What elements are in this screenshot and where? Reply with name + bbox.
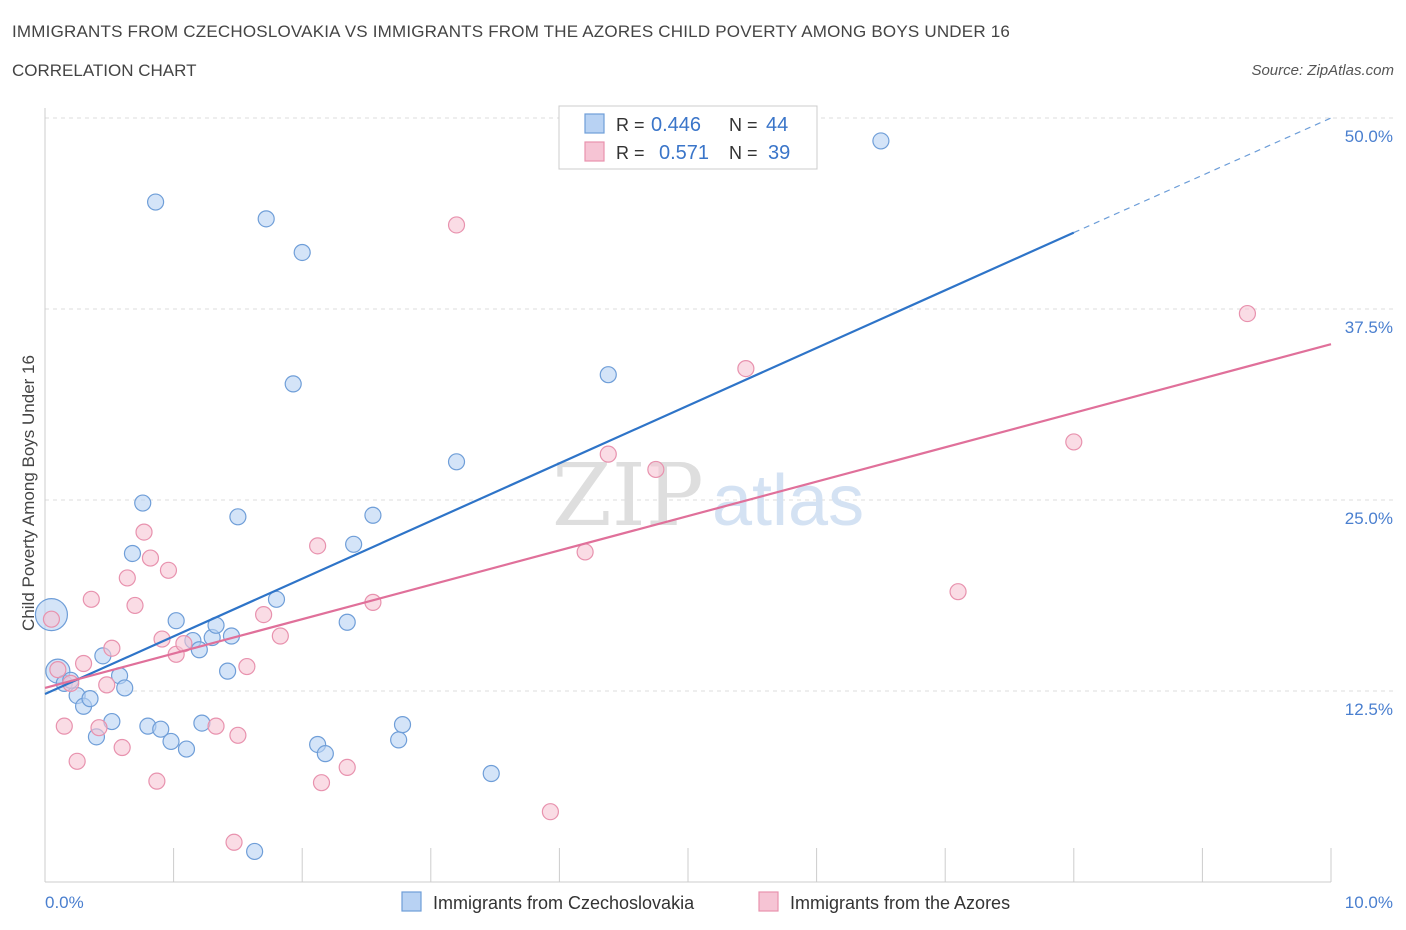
y-axis-label: Child Poverty Among Boys Under 16 bbox=[19, 355, 38, 631]
bottom-legend-label-pink: Immigrants from the Azores bbox=[790, 893, 1010, 913]
point-azores bbox=[1065, 433, 1083, 451]
point-czechoslovakia bbox=[81, 690, 99, 708]
legend-swatch-pink bbox=[584, 141, 605, 162]
point-czechoslovakia bbox=[872, 132, 890, 150]
point-czechoslovakia bbox=[599, 366, 617, 384]
point-azores bbox=[255, 605, 273, 624]
trend-lines bbox=[44, 117, 1332, 696]
point-czechoslovakia bbox=[162, 732, 180, 751]
point-azores bbox=[113, 738, 131, 757]
point-czechoslovakia bbox=[338, 613, 356, 631]
point-azores bbox=[118, 569, 136, 587]
legend-n-value-1: 44 bbox=[766, 114, 788, 136]
point-czechoslovakia bbox=[229, 508, 247, 526]
point-czechoslovakia bbox=[146, 193, 165, 211]
point-azores bbox=[55, 717, 73, 735]
watermark: ZIP atlas bbox=[552, 446, 864, 546]
point-azores bbox=[576, 543, 594, 561]
point-czechoslovakia bbox=[293, 243, 311, 262]
point-czechoslovakia bbox=[193, 714, 211, 732]
point-czechoslovakia bbox=[284, 375, 302, 393]
point-azores bbox=[238, 657, 256, 676]
point-azores bbox=[148, 772, 166, 790]
point-azores bbox=[1238, 304, 1257, 323]
point-czechoslovakia bbox=[246, 842, 264, 861]
bottom-legend-swatch-pink bbox=[758, 891, 779, 912]
bottom-legend: Immigrants from Czechoslovakia Immigrant… bbox=[401, 891, 1010, 913]
point-azores bbox=[309, 537, 327, 555]
trend-line-czechoslovakia bbox=[44, 231, 1075, 696]
legend-r-value-2: 0.571 bbox=[659, 142, 709, 164]
bottom-legend-swatch-blue bbox=[401, 891, 422, 912]
point-azores bbox=[49, 661, 67, 679]
point-czechoslovakia bbox=[134, 494, 152, 512]
point-azores bbox=[126, 596, 144, 615]
x-tick-label-max: 10.0% bbox=[1345, 893, 1393, 912]
point-czechoslovakia bbox=[364, 506, 382, 524]
point-czechoslovakia bbox=[219, 662, 237, 680]
point-czechoslovakia bbox=[116, 679, 134, 697]
y-tick-label: 25.0% bbox=[1345, 509, 1393, 528]
point-azores bbox=[141, 549, 160, 567]
point-azores bbox=[312, 774, 331, 792]
point-azores bbox=[135, 523, 153, 541]
legend-n-label-1: N = bbox=[729, 115, 758, 135]
point-czechoslovakia bbox=[482, 764, 500, 783]
point-azores bbox=[737, 359, 755, 378]
point-azores bbox=[229, 726, 247, 744]
point-azores bbox=[98, 676, 116, 694]
legend-n-label-2: N = bbox=[729, 143, 758, 163]
point-czechoslovakia bbox=[447, 453, 466, 471]
point-azores bbox=[207, 717, 225, 735]
watermark-zip: ZIP bbox=[552, 446, 704, 546]
legend-r-value-1: 0.446 bbox=[651, 114, 701, 136]
point-czechoslovakia bbox=[152, 720, 170, 738]
legend-swatch-blue bbox=[584, 113, 605, 134]
point-azores bbox=[42, 610, 61, 628]
bottom-legend-label-blue: Immigrants from Czechoslovakia bbox=[433, 893, 695, 913]
legend-box: R = 0.446 N = 44 R = 0.571 N = 39 bbox=[558, 105, 818, 170]
point-azores bbox=[74, 654, 93, 673]
data-points bbox=[34, 132, 1257, 861]
y-tick-label: 37.5% bbox=[1345, 318, 1393, 337]
trend-line-azores bbox=[44, 343, 1332, 690]
point-czechoslovakia bbox=[316, 745, 334, 763]
point-azores bbox=[647, 460, 665, 479]
point-azores bbox=[949, 583, 967, 601]
y-tick-label: 50.0% bbox=[1345, 127, 1393, 146]
point-czechoslovakia bbox=[177, 740, 196, 758]
point-azores bbox=[447, 216, 466, 234]
legend-r-label-2: R = bbox=[616, 143, 645, 163]
tick-labels: 12.5% 25.0% 37.5% 50.0% 0.0% 10.0% bbox=[45, 127, 1393, 912]
point-czechoslovakia bbox=[123, 544, 142, 563]
point-azores bbox=[338, 758, 356, 777]
point-czechoslovakia bbox=[257, 210, 275, 228]
point-czechoslovakia bbox=[345, 535, 363, 553]
point-azores bbox=[68, 752, 86, 770]
point-czechoslovakia bbox=[390, 731, 408, 749]
point-azores bbox=[225, 833, 243, 851]
grid-lines bbox=[45, 117, 1395, 692]
point-czechoslovakia bbox=[167, 612, 185, 630]
point-azores bbox=[599, 445, 617, 463]
x-tick-label-min: 0.0% bbox=[45, 893, 84, 912]
legend-r-label-1: R = bbox=[616, 115, 645, 135]
axes bbox=[44, 108, 1332, 883]
point-azores bbox=[159, 561, 178, 579]
point-azores bbox=[82, 590, 100, 608]
source-label: Source: ZipAtlas.com bbox=[1251, 62, 1394, 79]
point-azores bbox=[541, 803, 559, 821]
watermark-atlas: atlas bbox=[712, 461, 864, 541]
legend-n-value-2: 39 bbox=[768, 142, 790, 164]
chart-title: IMMIGRANTS FROM CZECHOSLOVAKIA VS IMMIGR… bbox=[12, 22, 1011, 41]
point-czechoslovakia bbox=[393, 716, 412, 734]
chart-subtitle: CORRELATION CHART bbox=[12, 61, 197, 80]
point-azores bbox=[90, 719, 108, 737]
point-azores bbox=[103, 639, 121, 657]
trend-line-czechoslovakia-extension bbox=[1073, 117, 1332, 234]
point-azores bbox=[271, 627, 289, 645]
y-tick-label: 12.5% bbox=[1345, 700, 1393, 719]
